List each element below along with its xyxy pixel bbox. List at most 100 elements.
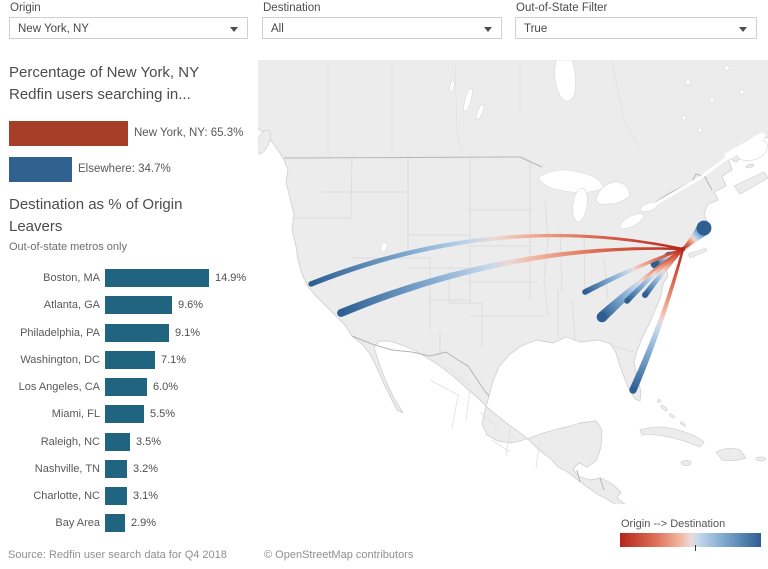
flow-line-miami-fl[interactable] <box>629 248 685 392</box>
flow-line-charlotte-nc[interactable] <box>625 248 684 303</box>
dest-category-label: Charlotte, NC <box>33 490 100 502</box>
leader-bar-row: Elsewhere: 34.7% <box>9 157 258 182</box>
chevron-down-icon[interactable] <box>739 27 747 32</box>
st-lawrence-river <box>651 132 766 208</box>
dest-value-label: 9.1% <box>175 327 201 339</box>
flow-endpoint[interactable] <box>696 220 712 236</box>
lake-michigan <box>572 187 588 223</box>
leader-bar[interactable] <box>9 157 72 182</box>
migration-flows[interactable] <box>308 220 712 394</box>
flow-line-nashville-tn[interactable] <box>583 248 684 295</box>
filter-destination-label: Destination <box>263 2 321 14</box>
dest-bar[interactable] <box>105 514 125 532</box>
dest-category-label: Washington, DC <box>20 354 100 366</box>
flow-color-legend: Origin --> Destination <box>612 504 768 553</box>
flow-line-bay-area[interactable] <box>310 233 684 287</box>
dest-bar-row: Atlanta, GA 9.6% <box>0 296 258 314</box>
leader-bar[interactable] <box>9 121 128 146</box>
flow-endpoint[interactable] <box>624 298 630 304</box>
dest-category-label: Philadelphia, PA <box>20 327 100 339</box>
dest-bar-row: Miami, FL 5.5% <box>0 405 258 423</box>
legend-gradient-bar[interactable] <box>620 533 761 551</box>
dest-bar-row: Washington, DC 7.1% <box>0 351 258 369</box>
filter-destination-dropdown[interactable]: All <box>262 17 502 39</box>
filter-origin-value: New York, NY <box>18 23 89 35</box>
dest-bar-row: Bay Area 2.9% <box>0 514 258 532</box>
jamaica <box>680 460 692 466</box>
filter-destination: Destination All <box>262 0 502 44</box>
dest-bar[interactable] <box>105 351 155 369</box>
leader-bar-label: New York, NY: 65.3% <box>134 127 244 139</box>
cuba <box>639 426 705 448</box>
atlantic-islands <box>639 163 768 466</box>
filter-origin-label: Origin <box>10 2 41 14</box>
dest-bar-row: Raleigh, NC 3.5% <box>0 433 258 451</box>
dest-value-label: 3.5% <box>136 436 162 448</box>
dest-bar[interactable] <box>105 296 172 314</box>
lake-huron <box>595 181 631 205</box>
nova-scotia <box>733 171 768 195</box>
dest-bar-row: Boston, MA 14.9% <box>0 269 258 287</box>
lakes <box>380 59 768 253</box>
flow-line-raleigh-nc[interactable] <box>642 248 684 297</box>
dest-bar[interactable] <box>105 378 147 396</box>
dest-value-label: 6.0% <box>153 381 179 393</box>
dest-bar-row: Philadelphia, PA 9.1% <box>0 324 258 342</box>
filter-out-of-state-label: Out-of-State Filter <box>516 2 608 14</box>
flow-endpoint[interactable] <box>629 386 637 394</box>
hispaniola <box>715 448 747 462</box>
source-note: Source: Redfin user search data for Q4 2… <box>8 549 227 561</box>
dest-category-label: Boston, MA <box>43 272 100 284</box>
flow-endpoint[interactable] <box>337 309 345 317</box>
dest-category-label: Miami, FL <box>51 408 100 420</box>
dest-bar[interactable] <box>105 460 127 478</box>
filter-out-of-state-value: True <box>524 23 548 35</box>
filter-origin-dropdown[interactable]: New York, NY <box>9 17 248 39</box>
puerto-rico <box>755 456 767 462</box>
filter-origin: Origin New York, NY <box>9 0 248 44</box>
dest-category-label: Nashville, TN <box>34 463 100 475</box>
state-borders <box>292 156 635 356</box>
leader-bar-row: New York, NY: 65.3% <box>9 121 258 146</box>
filter-out-of-state: Out-of-State Filter True <box>515 0 757 44</box>
dest-bar[interactable] <box>105 269 209 287</box>
great-salt-lake <box>380 241 388 253</box>
flow-endpoint[interactable] <box>582 289 588 295</box>
destination-chart-subtitle: Out-of-state metros only <box>9 241 127 253</box>
flow-origin-point[interactable] <box>680 246 686 252</box>
destination-chart-title: Destination as % of Origin Leavers <box>9 196 183 235</box>
dest-value-label: 14.9% <box>215 272 247 284</box>
dest-bar-row: Los Angeles, CA 6.0% <box>0 378 258 396</box>
dest-bar[interactable] <box>105 324 169 342</box>
dest-category-label: Raleigh, NC <box>40 436 100 448</box>
dest-bar[interactable] <box>105 433 130 451</box>
dest-bar[interactable] <box>105 487 127 505</box>
mexico-state-borders <box>429 364 541 469</box>
national-borders <box>283 156 713 491</box>
province-borders <box>327 59 643 156</box>
james-bay <box>554 59 576 102</box>
flow-endpoint[interactable] <box>596 311 608 323</box>
flow-line-los-angeles-ca[interactable] <box>339 247 684 317</box>
dest-category-label: Bay Area <box>55 517 100 529</box>
dest-category-label: Los Angeles, CA <box>18 381 100 393</box>
destination-bar-chart: Boston, MA 14.9% Atlanta, GA 9.6% Philadelph… <box>0 269 258 539</box>
dest-value-label: 3.2% <box>133 463 159 475</box>
chevron-down-icon[interactable] <box>230 27 238 32</box>
filter-out-of-state-dropdown[interactable]: True <box>515 17 757 39</box>
dest-bar-row: Nashville, TN 3.2% <box>0 460 258 478</box>
map-attribution: © OpenStreetMap contributors <box>264 549 414 561</box>
dest-bar[interactable] <box>105 405 144 423</box>
dest-value-label: 9.6% <box>178 299 204 311</box>
chevron-down-icon[interactable] <box>484 27 492 32</box>
legend-tick <box>695 545 697 551</box>
north-america-map[interactable] <box>254 57 768 549</box>
dest-value-label: 3.1% <box>133 490 159 502</box>
flow-endpoint[interactable] <box>308 281 314 287</box>
flow-map[interactable] <box>254 57 768 549</box>
flow-endpoint[interactable] <box>642 292 648 298</box>
dest-value-label: 7.1% <box>161 354 187 366</box>
dest-value-label: 2.9% <box>131 517 157 529</box>
leader-bar-label: Elsewhere: 34.7% <box>78 163 171 175</box>
